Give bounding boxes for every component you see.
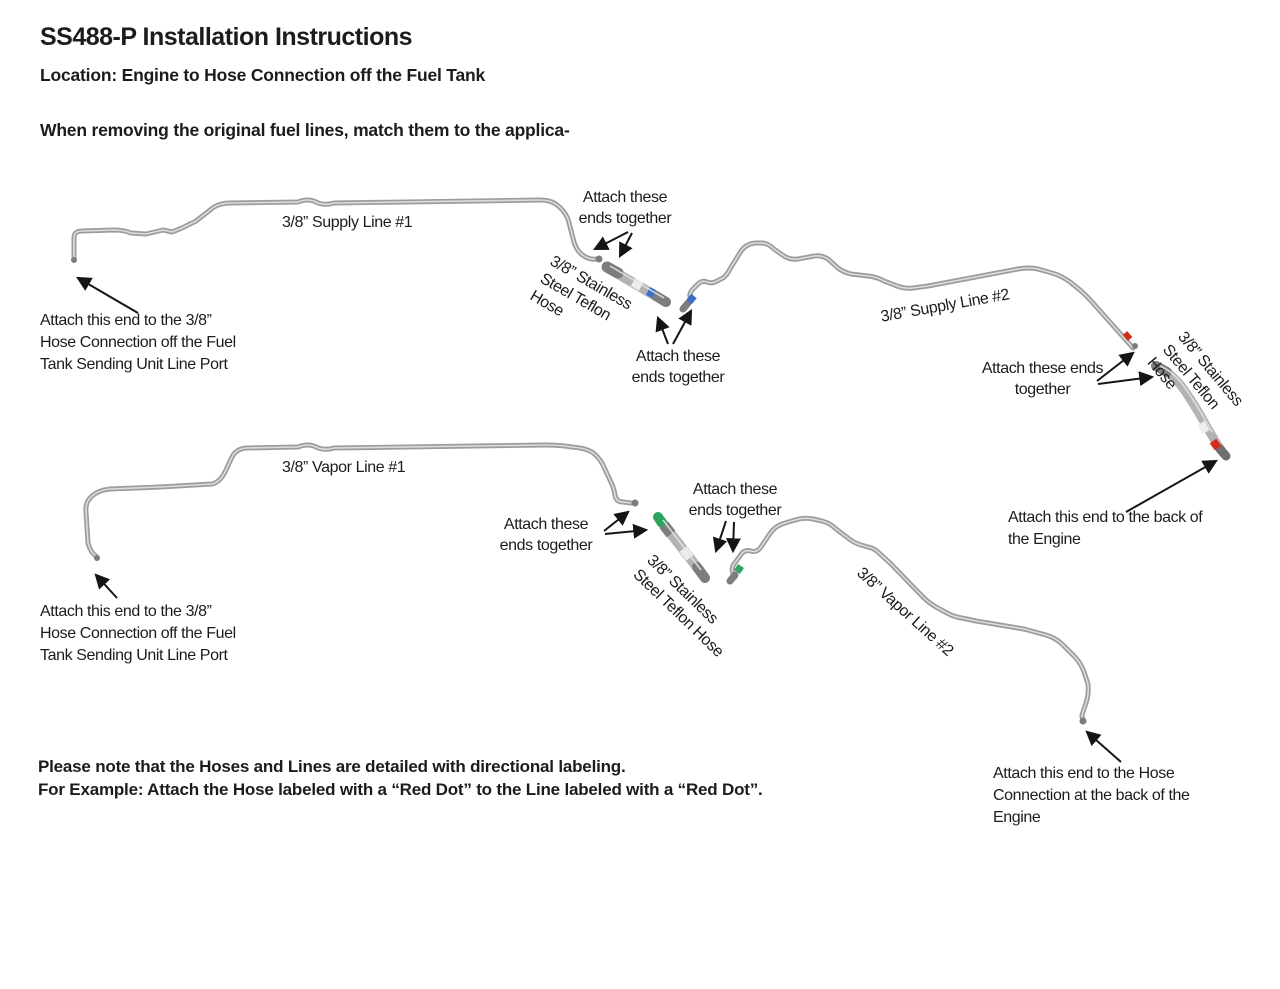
- arrow-attach3-lower: [1097, 371, 1155, 387]
- arrow-attach2-left: [655, 315, 670, 345]
- blue-dot-marker: [645, 286, 657, 299]
- vapor-line-2: [726, 515, 1091, 725]
- vapor-line-1: [83, 442, 639, 561]
- arrow-attach4-upper: [603, 510, 630, 532]
- supply-line-1-label: 3/8” Supply Line #1: [282, 214, 413, 231]
- annotation-arrows: [76, 231, 1218, 763]
- intro-text: When removing the original fuel lines, m…: [40, 120, 570, 140]
- supply-line-1-hose-end: [595, 255, 603, 263]
- supply-line-1: [71, 197, 603, 263]
- attach-ends-label-supply-hose-bottom: Attach these ends together: [631, 348, 725, 386]
- directional-labeling-note: Please note that the Hoses and Lines are…: [38, 757, 763, 799]
- arrow-attach3-upper: [1096, 351, 1135, 382]
- arrow-attach1-left: [592, 231, 629, 251]
- attach-engine-back-note: Attach this end to the back of the Engin…: [1008, 509, 1203, 548]
- engine-teflon-hose: [1151, 361, 1231, 461]
- supply-teflon-hose: [601, 261, 671, 307]
- supply-line-1-tank-end: [71, 257, 77, 263]
- arrow-attach2-right: [672, 309, 693, 345]
- green-dot-marker: [653, 512, 667, 528]
- vapor-line-1-tank-end: [94, 555, 100, 561]
- vapor-line-2-engine-end: [1079, 717, 1087, 725]
- supply-line-2: [679, 240, 1138, 351]
- red-dot-marker: [1209, 438, 1222, 451]
- blue-dot-marker: [686, 293, 697, 305]
- vapor-line-1-label: 3/8” Vapor Line #1: [282, 459, 406, 476]
- attach-engine-hose-note: Attach this end to the Hose Connection a…: [993, 765, 1190, 826]
- attach-tank-note-vapor: Attach this end to the 3/8” Hose Connect…: [40, 603, 236, 664]
- vapor-line-1-hose-end: [631, 499, 639, 507]
- arrow-attach5-right: [725, 521, 741, 554]
- arrow-attach4-lower: [604, 523, 649, 539]
- arrow-engine-hose: [1085, 730, 1122, 763]
- page-title: SS488-P Installation Instructions: [40, 23, 413, 51]
- attach-ends-label-supply-hose-top: Attach these ends together: [578, 189, 672, 227]
- attach-ends-label-vapor-hose-left: Attach these ends together: [499, 516, 593, 554]
- attach-tank-note-supply: Attach this end to the 3/8” Hose Connect…: [40, 312, 236, 373]
- red-dot-marker: [1122, 331, 1133, 341]
- arrow-engine-back: [1125, 459, 1218, 513]
- arrow-attach1-right: [618, 232, 633, 258]
- location-subtitle: Location: Engine to Hose Connection off …: [40, 65, 486, 85]
- arrow-tank-supply: [76, 276, 139, 314]
- arrow-attach5-left: [712, 520, 728, 554]
- green-dot-marker: [734, 564, 744, 574]
- vapor-teflon-hose: [653, 512, 710, 583]
- attach-ends-label-engine-hose: Attach these ends together: [981, 360, 1104, 398]
- arrow-tank-vapor: [94, 573, 118, 599]
- supply-line-2-engine-end: [1132, 343, 1138, 349]
- attach-ends-label-vapor-hose-right: Attach these ends together: [688, 481, 782, 519]
